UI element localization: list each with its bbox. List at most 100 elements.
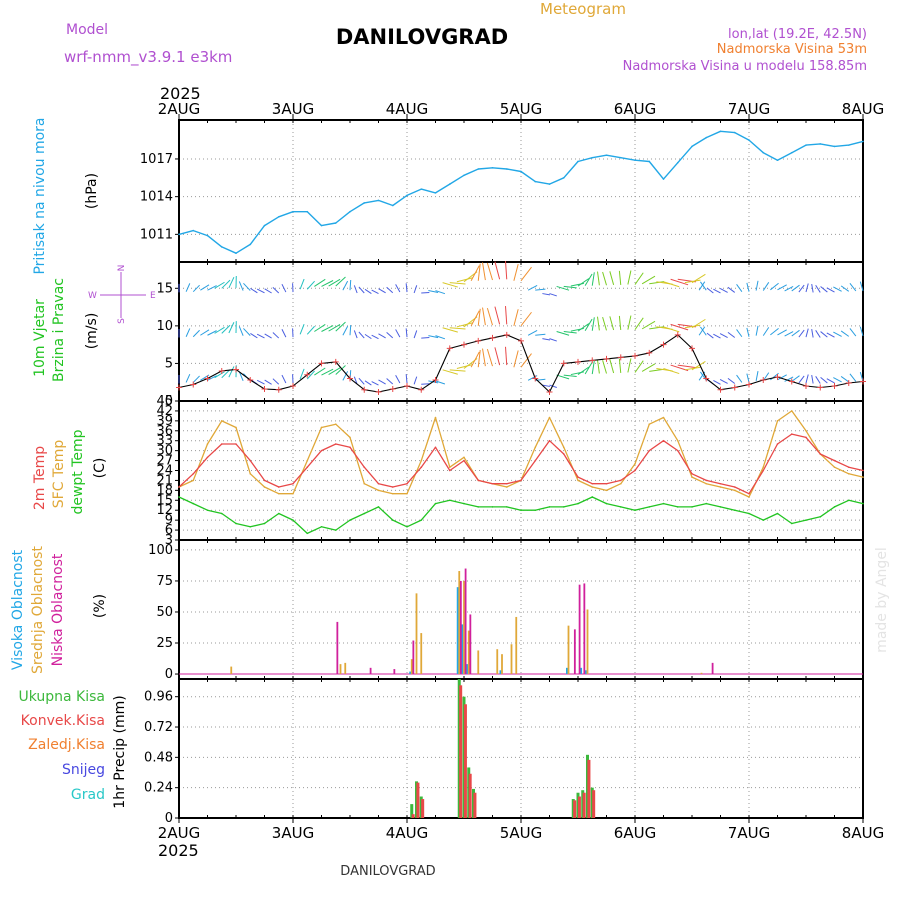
dewpoint-line-point — [235, 522, 237, 525]
temp2m-line-point — [178, 486, 180, 488]
sfc-temp-line-point — [562, 446, 565, 449]
wind-vector-arrow — [791, 284, 800, 292]
sfc-temp-line-point — [277, 492, 280, 495]
sfc-temp-line-point — [805, 429, 807, 432]
mid-cloud-bar — [515, 616, 518, 675]
dewpoint-line-point — [306, 532, 309, 535]
sfc-temp-line-point — [619, 482, 622, 485]
pressure-line-point — [634, 159, 636, 162]
pressure-line-point — [776, 159, 779, 162]
dewpoint-line-point — [805, 519, 807, 521]
x-day-label-bottom: 8AUG — [842, 824, 884, 842]
sfc-temp-line-point — [263, 486, 266, 488]
wind-vector-arrow — [770, 282, 779, 291]
temp2m-line-point — [662, 439, 665, 442]
wind-vector-arrow — [192, 375, 200, 383]
dewpoint-line-point — [249, 525, 252, 528]
model-elevation-label: Nadmorska Visina u modelu 158.85m — [623, 59, 867, 74]
wind-vector-arrow — [618, 270, 622, 285]
wind-vector-arrow — [456, 277, 474, 283]
high-cloud-bar — [456, 587, 459, 675]
wind-gust-marker — [774, 373, 781, 380]
wind-vector-arrow — [719, 287, 728, 293]
y-tick-label: 0.48 — [144, 750, 173, 765]
dewpoint-line-point — [847, 499, 850, 502]
wind-vector-arrow — [449, 369, 466, 372]
cloud-unit: (%) — [92, 594, 108, 618]
wind-vector-arrow — [435, 380, 446, 385]
wind-vector-arrow — [353, 330, 358, 339]
dewpoint-line-point — [762, 519, 765, 521]
wind-vector-arrow — [353, 285, 358, 294]
wind-vector-arrow — [815, 284, 821, 293]
wind-vector-arrow — [221, 279, 231, 289]
y-tick-label: 24 — [156, 464, 173, 479]
temp2m-line-point — [577, 476, 579, 478]
dewpoint-line-point — [534, 509, 537, 512]
wind-vector-arrow — [634, 317, 644, 330]
wind-panel: 0 5 10 15 — [156, 260, 866, 409]
dewpoint-line-point — [691, 506, 693, 508]
wind-vector-arrow — [264, 379, 272, 385]
y-tick-label: 0 — [165, 811, 173, 826]
wind-vector-arrow — [859, 326, 864, 337]
dewpoint-line-point — [790, 522, 793, 525]
high-cloud-bar — [499, 670, 502, 675]
wind-vector-arrow — [840, 330, 850, 337]
wind-vector-arrow — [609, 359, 615, 374]
wind-vector-arrow — [602, 316, 607, 331]
wind-gust-marker — [660, 341, 667, 348]
wind-vector-arrow — [641, 363, 656, 372]
frozen-precip-label: Zaledj.Kisa — [28, 737, 105, 753]
x-day-label-bottom: 3AUG — [272, 824, 314, 842]
wind-vector-arrow — [840, 376, 850, 383]
wind-vector-arrow — [281, 374, 287, 384]
y-tick-label: 0.96 — [144, 690, 173, 705]
sfc-temp-line-point — [349, 436, 351, 439]
sfc-temp-line-point — [733, 489, 736, 492]
wind-vector-arrow — [449, 282, 466, 285]
wind-vector-arrow — [486, 348, 493, 367]
wind-vector-arrow — [482, 307, 486, 326]
y-tick-label: 1011 — [140, 227, 173, 242]
wind-gust-marker — [532, 375, 539, 382]
wind-vector-arrow — [243, 282, 251, 291]
sfc-temp-line-point — [634, 463, 636, 465]
wind-vector-arrow — [256, 288, 265, 294]
wind-vector-arrow — [470, 265, 480, 282]
compass-north: N — [117, 265, 127, 272]
wind-unit: (m/s) — [84, 313, 100, 350]
chart-subtitle: Meteogram — [540, 0, 626, 18]
dewpoint-line-point — [334, 529, 337, 531]
precip-axis-label: 1hr Precip (mm) — [112, 695, 128, 808]
pressure-line-point — [833, 145, 836, 148]
wind-gust-marker — [475, 337, 482, 344]
wind-gust-marker — [760, 376, 767, 383]
x-day-label-bottom: 5AUG — [500, 824, 542, 842]
temp2m-line-point — [306, 466, 309, 468]
wind-vector-arrow — [314, 278, 326, 287]
wind-vector-arrow — [306, 370, 315, 380]
wind-gust-marker — [404, 382, 410, 389]
mid-cloud-bar — [344, 662, 347, 675]
sfc-temp-line-point — [235, 426, 237, 429]
temp2m-line-point — [748, 492, 750, 495]
pressure-line-point — [534, 180, 537, 183]
dewpoint-line-point — [277, 512, 280, 515]
wind-vector-arrow — [641, 320, 656, 330]
wind-vector-arrow — [736, 329, 743, 338]
dewpoint-line-point — [206, 509, 209, 512]
mid-cloud-bar — [410, 659, 413, 675]
wind-vector-arrow — [477, 350, 481, 368]
wind-vector-arrow — [805, 283, 809, 293]
low-cloud-bar — [393, 669, 396, 675]
pressure-line-point — [862, 140, 864, 143]
sfc-temp-line-point — [548, 416, 551, 419]
wind-vector-arrow — [505, 346, 508, 366]
temp2m-line-point — [263, 479, 266, 482]
wind-vector-arrow — [214, 371, 225, 379]
wind-vector-arrow — [706, 287, 714, 294]
wind-vector-arrow — [221, 369, 231, 379]
wind-vector-arrow — [713, 380, 721, 385]
dewpoint-line-point — [748, 512, 750, 515]
